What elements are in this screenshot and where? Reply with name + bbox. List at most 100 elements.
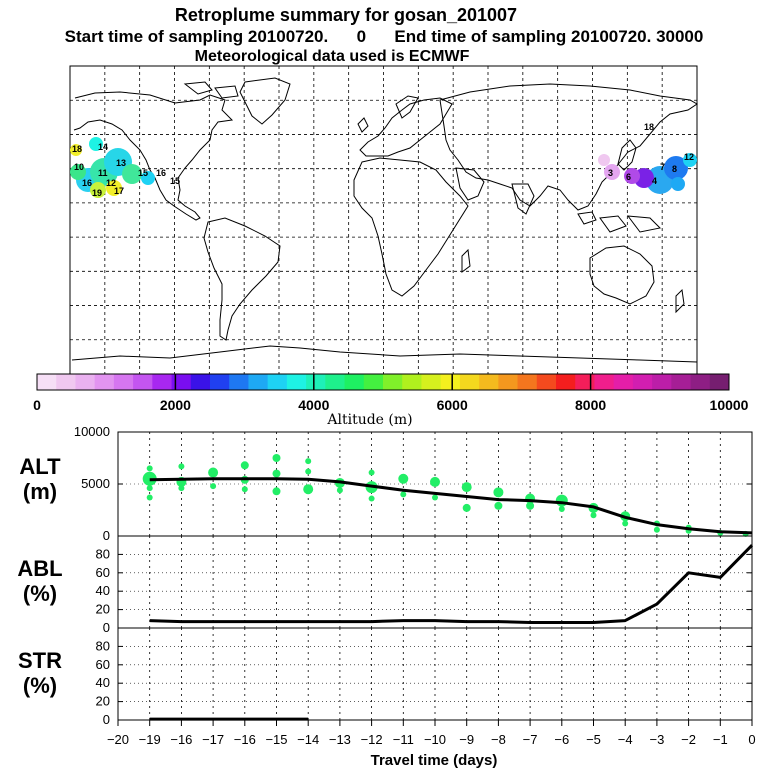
time-series-panels: 0500010000ALT(m)020406080ABL(%)020406080… (17, 424, 754, 727)
colorbar-cell (459, 374, 480, 390)
plume-marker (141, 171, 155, 185)
colorbar-cell (267, 374, 288, 390)
x-tick-label: −6 (554, 732, 569, 747)
x-tick-label: −7 (523, 732, 538, 747)
colorbar-cell (652, 374, 672, 390)
colorbar-cells (37, 374, 730, 390)
altitude-point (398, 473, 409, 484)
plume-marker (671, 177, 685, 191)
panel-label: ABL (17, 556, 62, 581)
altitude-point (305, 458, 312, 465)
x-tick-label: −14 (297, 732, 319, 747)
colorbar-cell (344, 374, 365, 390)
altitude-point (336, 487, 343, 494)
x-tick-label: −2 (681, 732, 696, 747)
map-label: 11 (98, 168, 108, 178)
x-tick-label: −17 (202, 732, 224, 747)
map-label: 15 (138, 168, 148, 178)
altitude-point (208, 467, 219, 478)
colorbar-tick-label: 4000 (298, 397, 329, 413)
x-tick-label: −12 (361, 732, 383, 747)
plume-marker (106, 180, 122, 196)
map-label: 16 (156, 168, 166, 178)
map-label: 10 (74, 162, 84, 172)
panel-label: (m) (23, 479, 57, 504)
y-tick-label: 10000 (74, 424, 110, 439)
map-label: 4 (652, 176, 657, 186)
plume-marker (598, 154, 610, 166)
map-day-labels: 13 15 14 16 11 19 18 17 12 10 16 15 18 6… (72, 122, 694, 198)
altitude-point (240, 461, 249, 470)
colorbar-tick-label: 0 (33, 397, 41, 413)
map-label: 6 (626, 172, 631, 182)
colorbar-cell (229, 374, 249, 390)
x-axis: −20 −19 −16 −17 −16 −15 −14 −13 −12 −11 −10 −9 −8 −7−… (107, 720, 756, 768)
x-tick-label: −5 (586, 732, 601, 747)
colorbar-frame (36, 373, 730, 391)
panel-label: STR (18, 648, 62, 673)
y-tick-label: 40 (96, 675, 110, 690)
colorbar-cell (152, 374, 173, 390)
colorbar-cell (248, 374, 269, 390)
x-tick-label: −11 (393, 732, 414, 747)
altitude-colorbar: 0 2000 4000 6000 8000 10000 Altitude (m) (33, 373, 749, 428)
main-title: Retroplume summary for gosan_201007 (175, 5, 517, 25)
colorbar-tick-label: 6000 (437, 397, 468, 413)
altitude-point (241, 486, 248, 493)
map-grid (70, 66, 697, 374)
plume-marker (683, 153, 697, 167)
colorbar-tick-label: 8000 (575, 397, 606, 413)
altitude-point (400, 491, 407, 498)
altitude-point (305, 468, 312, 475)
altitude-point (368, 469, 375, 476)
y-tick-label: 0 (103, 712, 110, 727)
panel-3: 0 20 40 60 80 STR(%) (18, 627, 753, 727)
colorbar-cell (594, 374, 615, 390)
x-tick-label: −4 (618, 732, 633, 747)
altitude-point (462, 503, 471, 512)
colorbar-tick-label: 2000 (160, 397, 191, 413)
y-tick-label: 60 (96, 565, 110, 580)
plume-marker (624, 168, 640, 184)
x-tick-label: −13 (329, 732, 351, 747)
altitude-point (272, 469, 281, 478)
colorbar-cell (402, 374, 422, 390)
map-label: 18 (72, 144, 82, 154)
map-label: 13 (116, 158, 126, 168)
colorbar-cell (632, 374, 653, 390)
colorbar-cell (171, 374, 192, 390)
altitude-point (178, 463, 185, 470)
altitude-point (622, 520, 629, 527)
colorbar-cell (690, 374, 711, 390)
colorbar-cell (383, 374, 403, 390)
colorbar-cell (363, 374, 384, 390)
y-tick-label: 80 (96, 546, 110, 561)
y-tick-label: 0 (103, 620, 110, 635)
x-axis-label: Travel time (days) (371, 752, 498, 768)
world-map: 13 15 14 16 11 19 18 17 12 10 16 15 18 6… (69, 65, 698, 375)
altitude-point (432, 494, 438, 501)
plume-marker (70, 164, 86, 180)
map-label: 14 (98, 142, 108, 152)
coastlines (71, 77, 698, 363)
map-label: 12 (684, 152, 694, 162)
y-tick-label: 20 (96, 602, 110, 617)
panel-label: (%) (23, 673, 57, 698)
colorbar-cell (133, 374, 153, 390)
altitude-point (555, 494, 568, 507)
x-tick-label: −3 (649, 732, 664, 747)
map-label: 16 (82, 178, 92, 188)
y-tick-label: 20 (96, 694, 110, 709)
colorbar-label: Altitude (m) (326, 412, 412, 428)
altitude-point (303, 484, 314, 495)
series-line (149, 544, 754, 624)
y-tick-label: 5000 (81, 476, 110, 491)
plume-marker (90, 182, 106, 198)
altitude-point (461, 482, 472, 493)
altitude-point (146, 465, 153, 472)
map-label: 12 (106, 178, 116, 188)
altitude-point (493, 487, 504, 498)
panel-label: (%) (23, 581, 57, 606)
colorbar-cell (421, 374, 442, 390)
map-label: 15 (170, 176, 180, 186)
